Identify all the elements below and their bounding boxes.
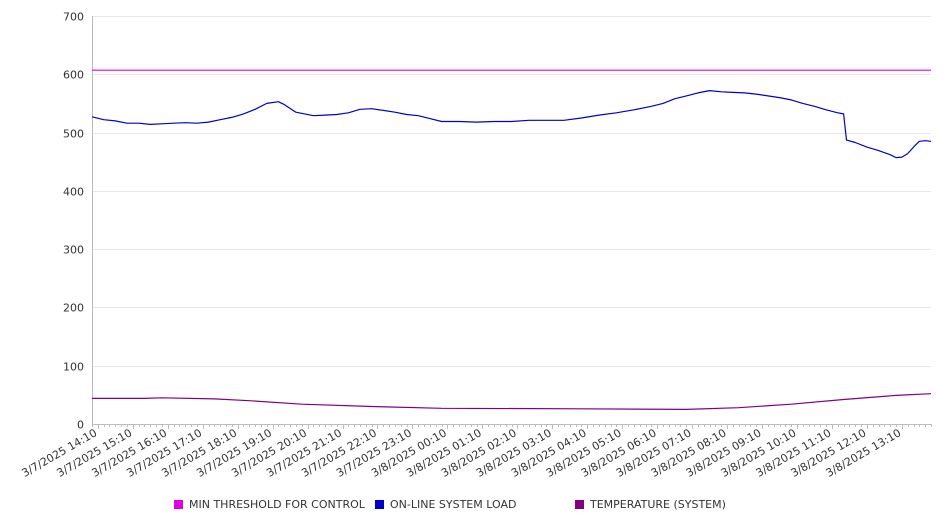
- legend-label-min-threshold: MIN THRESHOLD FOR CONTROL: [189, 498, 365, 511]
- axes: [92, 16, 932, 429]
- y-tick-label: 0: [77, 419, 84, 432]
- legend-label-temperature: TEMPERATURE (SYSTEM): [590, 498, 726, 511]
- legend-label-system-load: ON-LINE SYSTEM LOAD: [390, 498, 517, 511]
- legend-swatch-temperature: [575, 500, 584, 509]
- legend-swatch-system-load: [375, 500, 384, 509]
- y-tick-label: 700: [63, 11, 84, 24]
- series-line-system-load: [91, 89, 932, 159]
- grid-lines: [92, 16, 931, 367]
- y-tick-label: 600: [63, 69, 84, 82]
- legend-item-temperature[interactable]: TEMPERATURE (SYSTEM): [575, 498, 726, 511]
- y-tick-label: 500: [63, 128, 84, 141]
- legend-swatch-min-threshold: [174, 500, 183, 509]
- y-tick-label: 100: [63, 361, 84, 374]
- series-line-temperature: [92, 393, 932, 410]
- y-tick-label: 300: [63, 244, 84, 257]
- y-tick-label: 200: [63, 302, 84, 315]
- y-tick-label: 400: [63, 186, 84, 199]
- y-tick-labels: 0 100 200 300 400 500 600 700: [63, 11, 84, 432]
- legend: MIN THRESHOLD FOR CONTROL ON-LINE SYSTEM…: [0, 498, 946, 514]
- legend-item-min-threshold[interactable]: MIN THRESHOLD FOR CONTROL: [174, 498, 365, 511]
- legend-item-system-load[interactable]: ON-LINE SYSTEM LOAD: [375, 498, 516, 511]
- series-lines: [91, 69, 932, 410]
- x-tick-labels: 3/7/2025 14:103/7/2025 15:103/7/2025 16:…: [20, 426, 904, 480]
